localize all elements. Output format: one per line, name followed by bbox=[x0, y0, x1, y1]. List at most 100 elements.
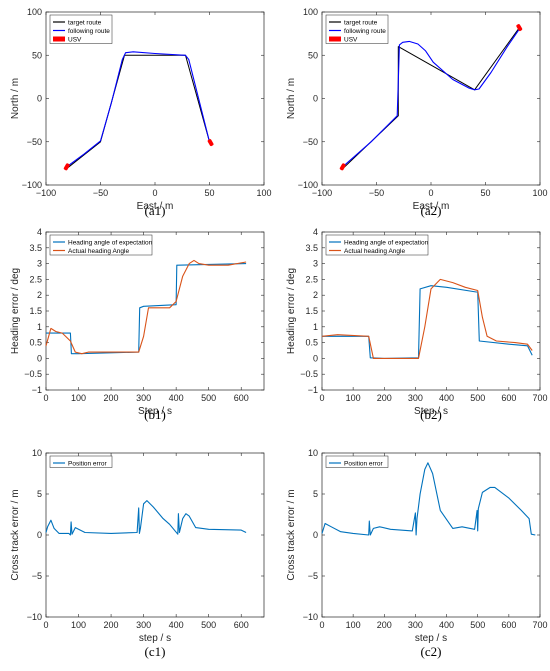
legend-label: Heading angle of expectation bbox=[68, 239, 153, 246]
x-tick-label: 100 bbox=[256, 188, 271, 198]
y-tick-label: 0 bbox=[313, 94, 318, 104]
x-tick-label: −50 bbox=[369, 188, 384, 198]
y-axis-label: Cross track error / m bbox=[286, 489, 297, 580]
y-tick-label: −50 bbox=[303, 137, 318, 147]
y-tick-label: 5 bbox=[37, 489, 42, 499]
series-line bbox=[321, 278, 533, 359]
y-tick-label: −0.5 bbox=[300, 369, 318, 379]
y-tick-label: 10 bbox=[308, 448, 318, 458]
legend-box bbox=[49, 455, 113, 468]
x-tick-label: −100 bbox=[312, 188, 332, 198]
x-tick-label: 50 bbox=[480, 188, 490, 198]
x-axis-label: Step / s bbox=[138, 406, 172, 417]
y-tick-label: 0 bbox=[37, 353, 42, 363]
x-tick-label: 0 bbox=[319, 620, 324, 630]
y-axis-label: North / m bbox=[286, 78, 297, 119]
y-axis-label: Heading error / deg bbox=[10, 268, 21, 354]
legend-box bbox=[325, 234, 429, 256]
series-line bbox=[342, 27, 521, 168]
x-tick-label: 300 bbox=[408, 620, 423, 630]
y-tick-label: 1 bbox=[37, 322, 42, 332]
y-tick-label: −1 bbox=[32, 385, 42, 395]
x-tick-label: 500 bbox=[470, 393, 485, 403]
plot-area bbox=[45, 452, 265, 618]
x-tick-label: 700 bbox=[532, 393, 547, 403]
y-tick-label: 10 bbox=[32, 448, 42, 458]
x-tick-label: −100 bbox=[36, 188, 56, 198]
x-tick-label: 600 bbox=[501, 393, 516, 403]
usv-marker bbox=[63, 163, 70, 171]
panel-caption: (c1) bbox=[145, 644, 166, 659]
x-tick-label: 600 bbox=[501, 620, 516, 630]
y-tick-label: 50 bbox=[32, 50, 42, 60]
x-tick-label: 100 bbox=[71, 393, 86, 403]
legend-label: USV bbox=[344, 36, 358, 43]
x-tick-label: 100 bbox=[346, 393, 361, 403]
usv-marker bbox=[516, 24, 523, 32]
y-tick-label: −1 bbox=[308, 385, 318, 395]
x-tick-label: 200 bbox=[377, 620, 392, 630]
y-tick-label: −50 bbox=[27, 137, 42, 147]
x-tick-label: 600 bbox=[234, 620, 249, 630]
y-tick-label: 100 bbox=[27, 7, 42, 17]
panel-caption: (b1) bbox=[144, 407, 166, 422]
y-tick-label: 100 bbox=[303, 7, 318, 17]
y-tick-label: 0 bbox=[313, 530, 318, 540]
chart-panel: 0 100 200 300 400 500 600 −1 −0.5 0 0.5 1 1.5 2 2.5 3 3.… bbox=[10, 227, 265, 422]
x-tick-label: 200 bbox=[104, 393, 119, 403]
legend-swatch bbox=[53, 36, 65, 42]
chart-panel: 0 100 200 300 400 500 600 700 −10 −5 0 5 10 step / s C… bbox=[286, 448, 548, 659]
legend-label: Position error bbox=[68, 460, 107, 467]
legend-swatch bbox=[329, 36, 341, 42]
y-tick-label: 0 bbox=[37, 530, 42, 540]
panel-caption: (a2) bbox=[421, 203, 442, 218]
plot-area bbox=[45, 231, 265, 391]
y-tick-label: 1 bbox=[313, 322, 318, 332]
series-line bbox=[322, 285, 533, 359]
x-tick-label: 300 bbox=[136, 393, 151, 403]
legend-label: Actual heading Angle bbox=[344, 248, 405, 255]
x-tick-label: 400 bbox=[439, 393, 454, 403]
y-axis-label: Cross track error / m bbox=[10, 489, 21, 580]
y-axis-label: Heading error / deg bbox=[286, 268, 297, 354]
chart-panel: −100 −50 0 50 100 −100 −50 0 50 100 East / m North … bbox=[10, 7, 272, 218]
x-tick-label: 200 bbox=[104, 620, 119, 630]
y-tick-label: −5 bbox=[32, 571, 42, 581]
y-tick-label: 5 bbox=[313, 489, 318, 499]
y-tick-label: 0.5 bbox=[29, 338, 42, 348]
y-tick-label: 2.5 bbox=[305, 274, 318, 284]
x-tick-label: 200 bbox=[377, 393, 392, 403]
x-tick-label: 600 bbox=[234, 393, 249, 403]
series-line bbox=[45, 259, 247, 355]
plot-area bbox=[321, 452, 541, 618]
y-tick-label: −10 bbox=[27, 612, 42, 622]
x-tick-label: 0 bbox=[428, 188, 433, 198]
x-tick-label: 100 bbox=[346, 620, 361, 630]
y-tick-label: −5 bbox=[308, 571, 318, 581]
y-tick-label: 0 bbox=[37, 94, 42, 104]
x-axis-label: East / m bbox=[413, 201, 450, 212]
chart-panel: 0 100 200 300 400 500 600 700 −1 −0.5 0 0.5 1 1.5 2 2.5… bbox=[286, 227, 548, 422]
x-tick-label: 300 bbox=[408, 393, 423, 403]
x-tick-label: 0 bbox=[43, 393, 48, 403]
x-tick-label: 500 bbox=[470, 620, 485, 630]
y-tick-label: 1.5 bbox=[305, 306, 318, 316]
y-tick-label: 0 bbox=[313, 353, 318, 363]
y-tick-label: 2 bbox=[313, 290, 318, 300]
legend-label: following route bbox=[68, 28, 110, 35]
legend-box bbox=[325, 455, 389, 468]
series-line bbox=[321, 462, 536, 536]
y-tick-label: −10 bbox=[303, 612, 318, 622]
x-tick-label: 400 bbox=[169, 620, 184, 630]
x-axis-label: step / s bbox=[415, 633, 447, 644]
x-tick-label: −50 bbox=[93, 188, 108, 198]
x-tick-label: 400 bbox=[439, 620, 454, 630]
legend-label: Actual heading Angle bbox=[68, 248, 129, 255]
series-line bbox=[66, 51, 211, 168]
y-tick-label: 2 bbox=[37, 290, 42, 300]
y-tick-label: −0.5 bbox=[24, 369, 42, 379]
plot-area bbox=[321, 231, 541, 391]
y-tick-label: −100 bbox=[298, 180, 318, 190]
chart-panel: 0 100 200 300 400 500 600 −10 −5 0 5 10 step / s Cros… bbox=[10, 448, 265, 659]
